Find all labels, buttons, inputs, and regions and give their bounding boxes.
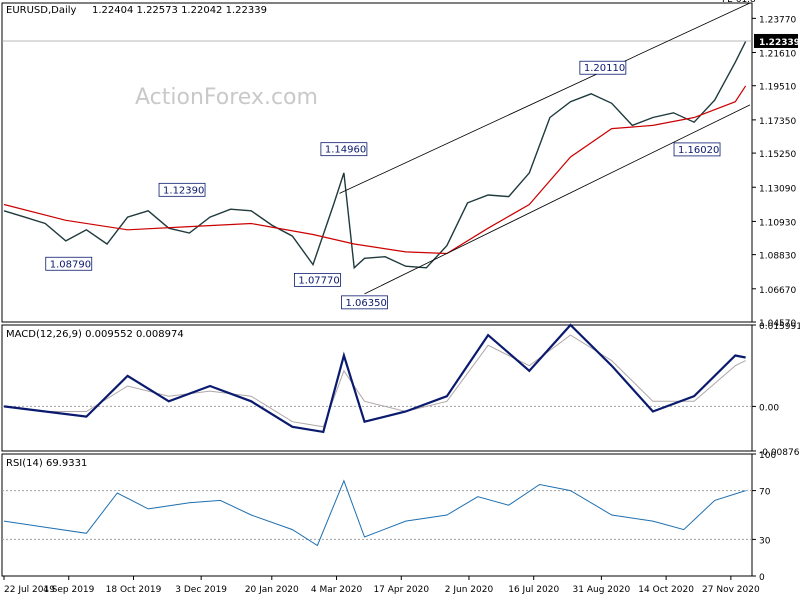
x-tick-label: 14 Oct 2020 bbox=[638, 585, 694, 595]
point-label-box bbox=[45, 256, 93, 271]
current-price-label: 1.22339 bbox=[759, 38, 800, 48]
channel-lower-line bbox=[364, 104, 751, 295]
macd-signal-line bbox=[3, 334, 746, 428]
price-tick-label: 1.23770 bbox=[759, 15, 796, 25]
point-label-box bbox=[673, 142, 721, 157]
x-tick-label: 4 Sep 2019 bbox=[43, 585, 95, 595]
price-tick-label: 1.04570 bbox=[759, 319, 796, 329]
point-label-box bbox=[341, 295, 388, 310]
rsi-tick-label: 70 bbox=[759, 488, 771, 498]
price-tick-label: 1.08830 bbox=[759, 252, 796, 262]
price-tick-label: 1.10930 bbox=[759, 218, 796, 228]
x-tick-label: 3 Dec 2019 bbox=[175, 585, 227, 595]
x-tick-label: 16 Jul 2020 bbox=[508, 585, 559, 595]
point-label: 1.16020 bbox=[678, 145, 719, 156]
point-label-box bbox=[294, 272, 341, 287]
panel-frame-macd bbox=[1, 324, 753, 452]
price-tick-label: 1.19510 bbox=[759, 83, 796, 93]
macd-tick-label: 0.015991 bbox=[759, 322, 800, 332]
rsi-tick-label: 0 bbox=[759, 573, 765, 583]
panel-frame-rsi bbox=[1, 453, 753, 577]
point-label: 1.06350 bbox=[345, 298, 386, 309]
macd-label: MACD(12,26,9) 0.009552 0.008974 bbox=[6, 329, 184, 340]
price-tick-label: 1.21610 bbox=[759, 50, 796, 60]
x-tick-label: 18 Oct 2019 bbox=[106, 585, 162, 595]
macd-tick-label: -0.00876 bbox=[759, 448, 800, 458]
point-label: 1.12390 bbox=[163, 185, 204, 196]
x-tick-label: 2 Jun 2020 bbox=[445, 585, 494, 595]
moving-average-line bbox=[3, 85, 747, 255]
price-tick-label: 1.17350 bbox=[759, 117, 796, 127]
rsi-tick-label: 100 bbox=[759, 451, 776, 461]
macd-line bbox=[3, 323, 746, 434]
watermark: ActionForex.com bbox=[135, 85, 318, 110]
panel-frame-price bbox=[1, 2, 753, 323]
price-line bbox=[3, 41, 747, 270]
x-tick-label: 22 Jul 2019 bbox=[4, 585, 55, 595]
current-price-box bbox=[754, 33, 798, 48]
point-label: 1.08790 bbox=[50, 259, 91, 270]
point-label: 1.20110 bbox=[584, 63, 625, 74]
point-label-box bbox=[320, 142, 368, 157]
point-label: 1.07770 bbox=[298, 275, 339, 286]
channel-upper-line bbox=[339, 2, 751, 194]
ohlc-label: 1.22404 1.22573 1.22042 1.22339 bbox=[92, 5, 267, 16]
rsi-tick-label: 30 bbox=[759, 536, 771, 546]
symbol-label: EURUSD,Daily bbox=[6, 5, 77, 16]
point-label-box bbox=[158, 182, 206, 197]
x-tick-label: 20 Jan 2020 bbox=[245, 585, 299, 595]
x-tick-label: 27 Nov 2020 bbox=[702, 585, 760, 595]
x-tick-label: 31 Aug 2020 bbox=[573, 585, 631, 595]
macd-tick-label: 0.00 bbox=[759, 403, 779, 413]
point-label-box bbox=[579, 60, 627, 75]
fib-label: FE 61.8 bbox=[722, 0, 756, 5]
price-tick-label: 1.13090 bbox=[759, 184, 796, 194]
price-tick-label: 1.06670 bbox=[759, 286, 796, 296]
x-tick-label: 17 Apr 2020 bbox=[373, 585, 429, 595]
price-tick-label: 1.15250 bbox=[759, 150, 796, 160]
x-tick-label: 4 Mar 2020 bbox=[311, 585, 363, 595]
rsi-line bbox=[3, 479, 746, 547]
point-label: 1.14960 bbox=[325, 145, 366, 156]
rsi-label: RSI(14) 69.9331 bbox=[6, 458, 87, 469]
